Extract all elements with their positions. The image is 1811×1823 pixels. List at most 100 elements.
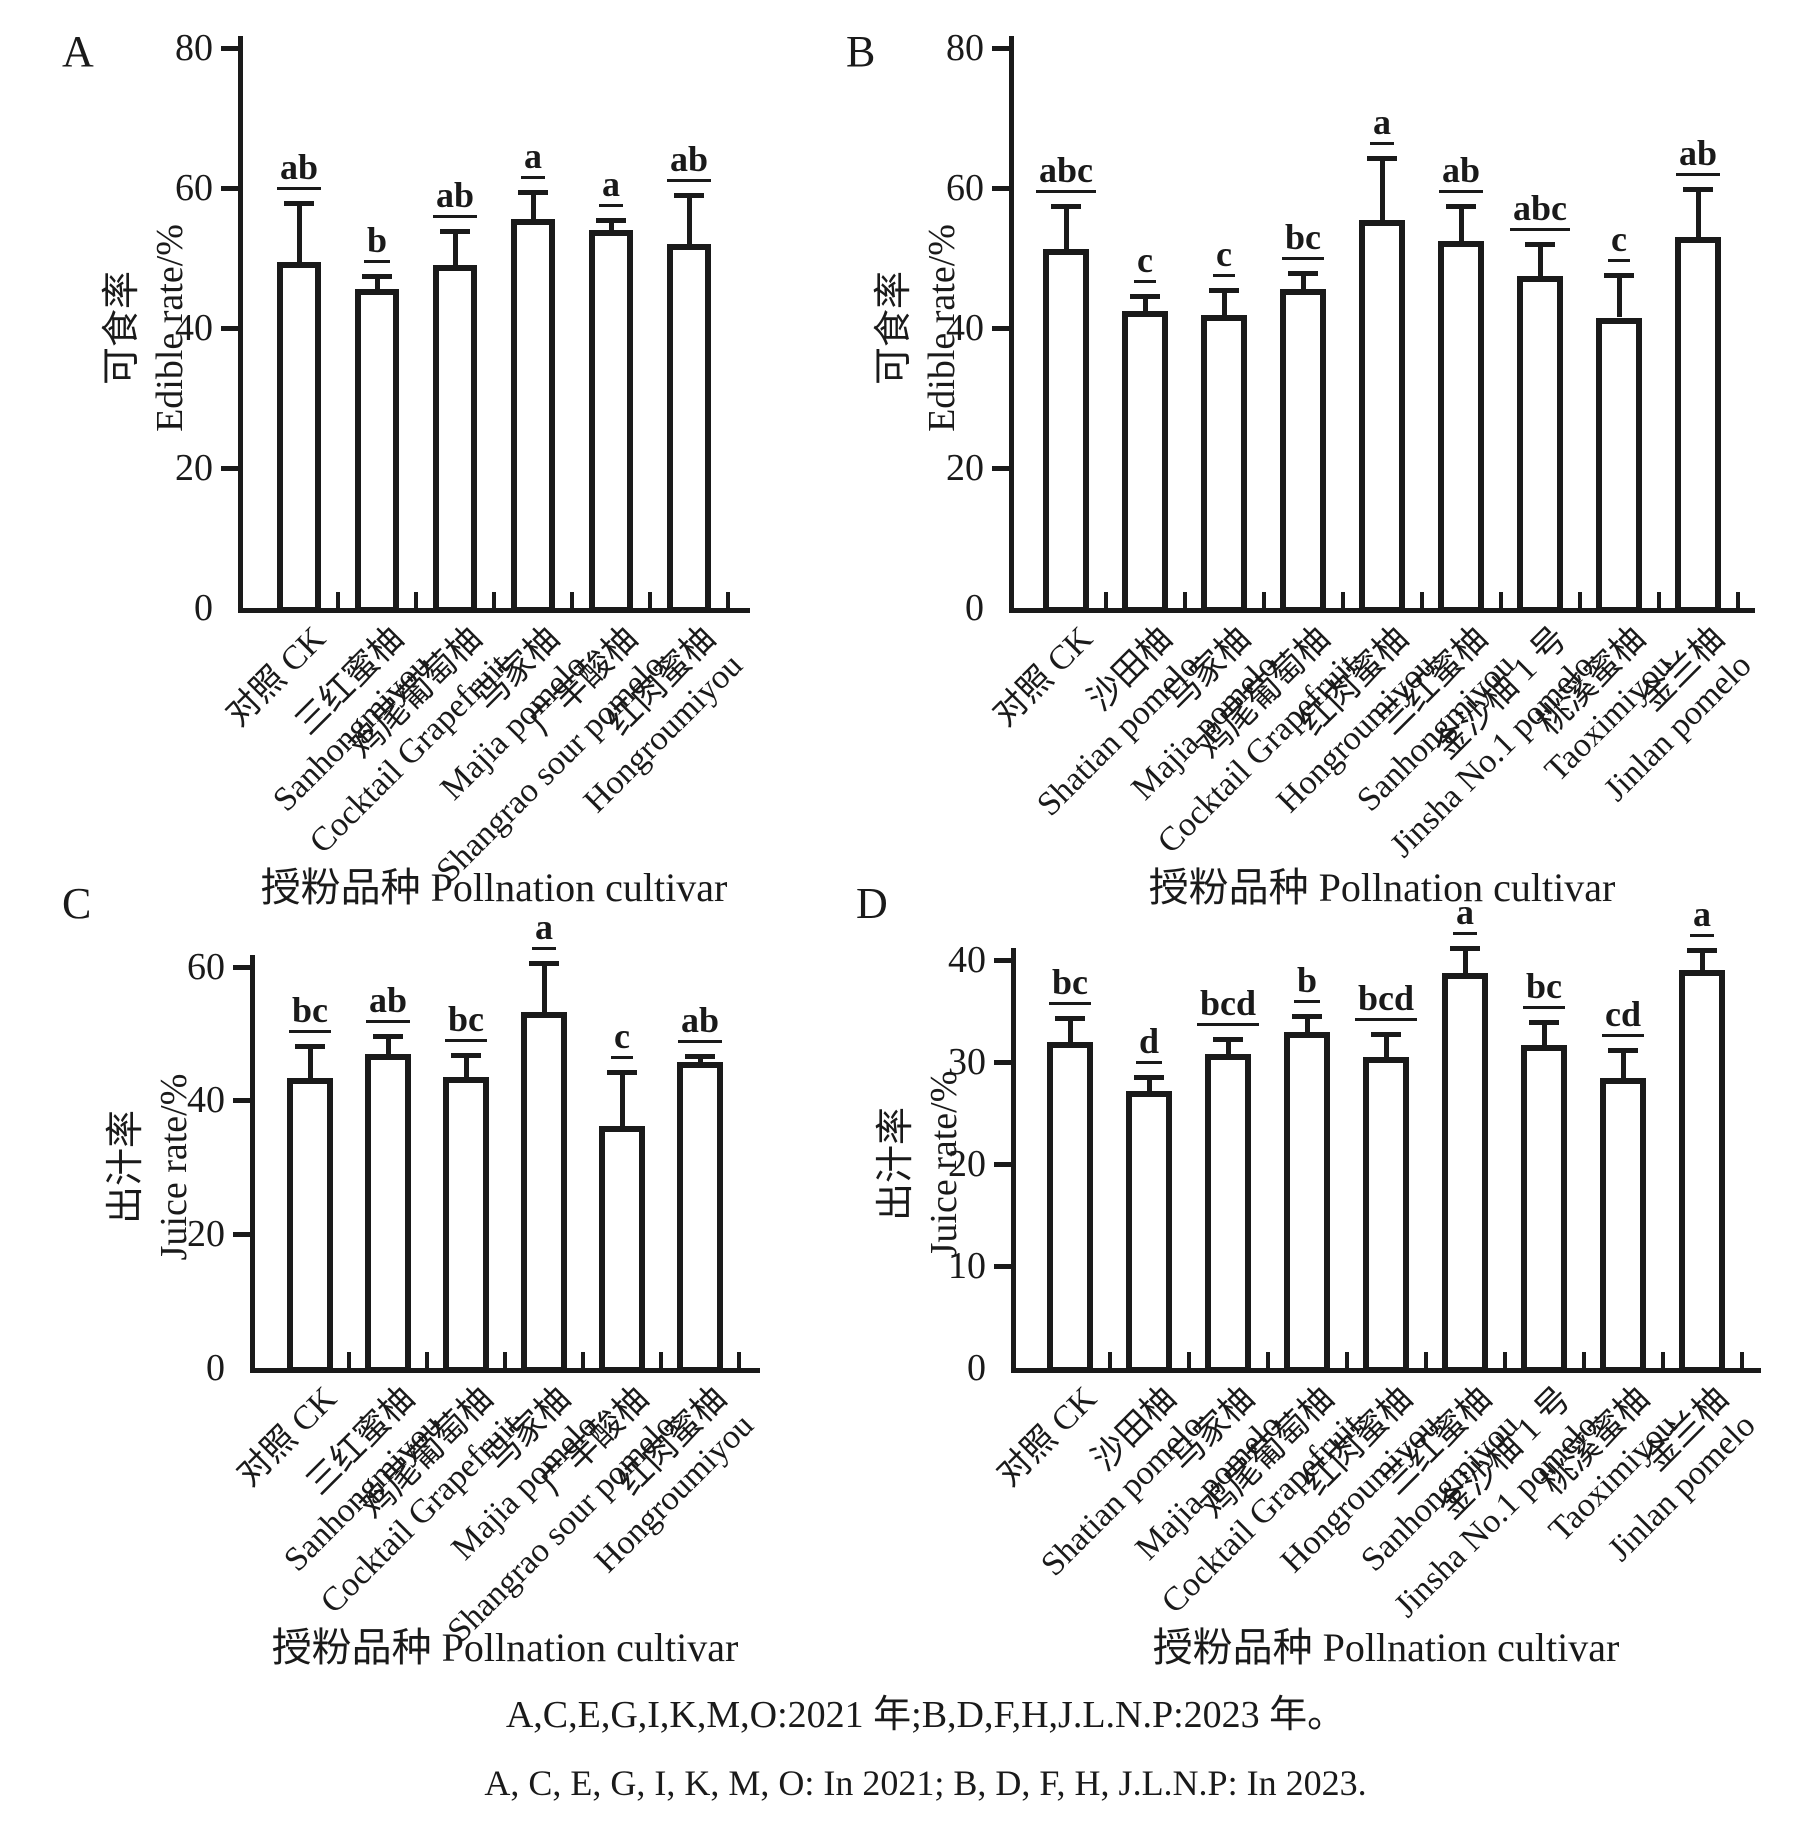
- sig-letter-text-D-8: cd: [1602, 993, 1644, 1037]
- x-minor-tick-A-3: [492, 592, 496, 608]
- y-axis-title-cn-B: 可食率: [873, 270, 915, 386]
- bar-A-1: [277, 262, 321, 613]
- sig-letter-text-A-1: ab: [276, 147, 322, 191]
- sig-letter-B-3: c: [1144, 234, 1304, 278]
- sig-letter-A-6: ab: [609, 139, 769, 182]
- x-axis-title-B: 授粉品种 Pollnation cultivar: [1148, 865, 1616, 910]
- y-tick-label-D-20: 20: [948, 1143, 986, 1185]
- error-stem-B-1: [1063, 205, 1069, 249]
- error-cap-B-6: [1446, 204, 1476, 210]
- error-cap-D-8: [1608, 1047, 1638, 1053]
- bar-C-2: [365, 1053, 411, 1373]
- sig-letter-C-1: bc: [230, 989, 390, 1033]
- sig-letter-text-B-9: ab: [1675, 133, 1721, 177]
- error-stem-D-4: [1304, 1016, 1310, 1033]
- sig-letter-C-2: ab: [308, 980, 468, 1024]
- y-axis-A: [238, 36, 243, 613]
- x-minor-tick-D-1: [1107, 1352, 1112, 1368]
- sig-letter-C-4: a: [464, 906, 624, 950]
- error-stem-D-3: [1225, 1038, 1231, 1054]
- error-stem-C-3: [463, 1054, 469, 1077]
- error-stem-C-1: [307, 1045, 313, 1079]
- y-axis-title-en-D: Juice rate/%: [923, 1070, 965, 1258]
- y-axis-B: [1009, 36, 1014, 613]
- y-tick-label-B-60: 60: [946, 167, 984, 209]
- y-axis-title-cn-A: 可食率: [101, 270, 143, 386]
- sig-letter-C-5: c: [542, 1016, 702, 1060]
- y-axis-title-cn-D: 出汁率: [875, 1106, 917, 1222]
- error-stem-C-5: [619, 1072, 625, 1126]
- sig-letter-text-D-1: bc: [1049, 962, 1091, 1006]
- error-stem-B-6: [1458, 206, 1464, 242]
- x-minor-tick-B-2: [1182, 592, 1187, 608]
- sig-letter-B-8: c: [1539, 218, 1699, 262]
- error-stem-B-8: [1616, 274, 1622, 318]
- y-tick-label-A-80: 80: [175, 27, 213, 69]
- sig-letter-B-1: abc: [986, 149, 1146, 193]
- error-stem-C-6: [697, 1056, 703, 1063]
- bar-B-9: [1675, 237, 1721, 613]
- error-cap-C-5: [607, 1070, 637, 1076]
- x-minor-tick-A-6: [726, 592, 730, 608]
- x-minor-tick-B-7: [1577, 592, 1582, 608]
- error-cap-D-7: [1529, 1020, 1559, 1026]
- y-tick-A-40: [221, 326, 238, 331]
- error-cap-D-9: [1687, 947, 1717, 953]
- sig-letter-text-B-5: a: [1370, 101, 1394, 145]
- y-axis-title-cn-C: 出汁率: [105, 1110, 147, 1225]
- error-stem-B-4: [1300, 273, 1306, 289]
- x-minor-tick-D-7: [1581, 1352, 1586, 1368]
- bar-D-8: [1600, 1078, 1646, 1373]
- error-cap-D-5: [1371, 1032, 1401, 1038]
- sig-letter-text-D-3: bcd: [1196, 982, 1260, 1026]
- bar-C-3: [443, 1076, 489, 1373]
- sig-letter-text-A-6: ab: [666, 139, 712, 182]
- sig-letter-text-D-7: bc: [1523, 966, 1565, 1010]
- y-tick-label-D-0: 0: [967, 1347, 986, 1389]
- error-cap-C-6: [685, 1054, 715, 1060]
- y-tick-B-60: [992, 186, 1009, 191]
- sig-letter-text-D-6: a: [1453, 891, 1477, 935]
- sig-letter-D-9: a: [1622, 893, 1782, 937]
- y-tick-D-10: [994, 1264, 1011, 1269]
- error-cap-B-8: [1604, 272, 1634, 278]
- y-tick-label-C-40: 40: [187, 1079, 225, 1122]
- sig-letter-text-D-9: a: [1690, 893, 1714, 937]
- sig-letter-text-A-2: b: [363, 220, 391, 264]
- bar-B-5: [1359, 220, 1405, 613]
- error-cap-D-3: [1213, 1036, 1243, 1042]
- error-stem-B-5: [1379, 157, 1385, 221]
- error-cap-C-1: [295, 1043, 325, 1049]
- sig-letter-text-A-5: a: [599, 164, 623, 208]
- sig-letter-A-3: ab: [375, 175, 535, 219]
- x-minor-tick-D-2: [1186, 1352, 1191, 1368]
- sig-letter-D-5: bcd: [1306, 978, 1466, 1022]
- error-stem-A-5: [608, 220, 614, 230]
- sig-letter-text-C-2: ab: [365, 980, 411, 1024]
- bar-B-6: [1438, 241, 1484, 613]
- sig-letter-text-B-8: c: [1608, 218, 1630, 262]
- x-minor-tick-B-1: [1103, 592, 1108, 608]
- y-tick-D-40: [994, 958, 1011, 963]
- x-minor-tick-C-3: [503, 1352, 507, 1368]
- sig-letter-B-9: ab: [1618, 133, 1778, 177]
- y-axis-D: [1011, 948, 1016, 1373]
- y-axis-title-C: 出汁率 Juice rate/%: [102, 1074, 198, 1261]
- error-cap-C-4: [529, 960, 559, 966]
- error-stem-D-7: [1541, 1022, 1547, 1045]
- error-cap-B-5: [1367, 155, 1397, 161]
- sig-letter-D-8: cd: [1543, 993, 1703, 1037]
- sig-letter-B-2: c: [1065, 239, 1225, 283]
- bar-D-1: [1047, 1041, 1093, 1373]
- sig-letter-text-C-1: bc: [289, 989, 331, 1033]
- sig-letter-text-B-3: c: [1213, 234, 1235, 278]
- x-minor-tick-A-1: [336, 592, 340, 608]
- bar-A-3: [433, 265, 477, 613]
- figure-caption-cn: A,C,E,G,I,K,M,O:2021 年;B,D,F,H,J.L.N.P:2…: [505, 1694, 1346, 1736]
- error-stem-D-6: [1462, 947, 1468, 974]
- x-minor-tick-C-5: [659, 1352, 663, 1368]
- sig-letter-text-C-3: bc: [445, 998, 487, 1042]
- sig-letter-A-1: ab: [219, 147, 379, 191]
- error-cap-A-2: [362, 274, 392, 280]
- bar-B-2: [1122, 311, 1168, 613]
